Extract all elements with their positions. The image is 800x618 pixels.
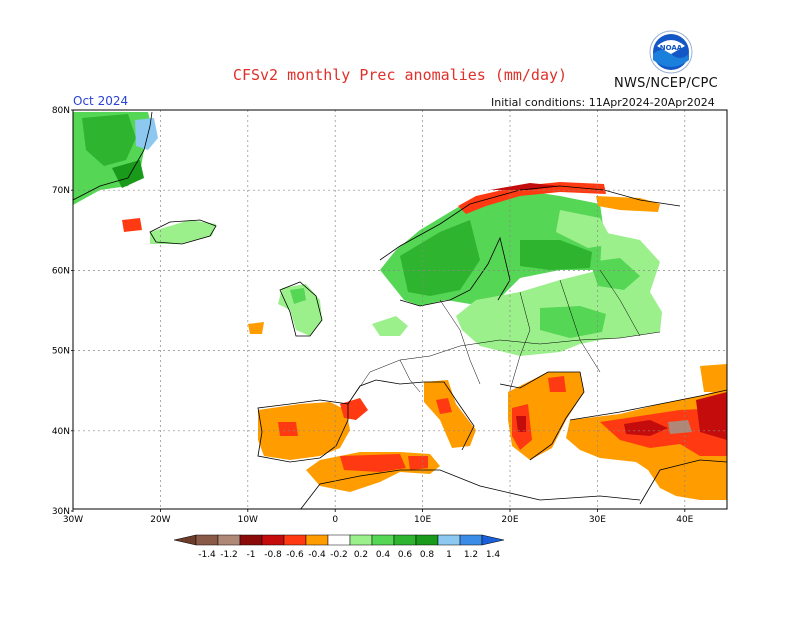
longitude-label: 30E	[589, 515, 606, 525]
initial-conditions-label: Initial conditions: 11Apr2024-20Apr2024	[491, 96, 715, 109]
colorbar-high-arrow	[481, 534, 505, 546]
colorbar-label: 1.2	[464, 550, 478, 560]
latitude-label: 70N	[52, 186, 70, 196]
british-isles-wet-anomaly	[248, 284, 322, 336]
colorbar-swatch	[349, 534, 373, 546]
colorbar-swatch	[283, 534, 307, 546]
iberia-dry-anomaly	[258, 398, 368, 460]
colorbar-swatch	[217, 534, 241, 546]
latitude-label: 30N	[52, 507, 70, 517]
colorbar-label: -0.6	[286, 550, 304, 560]
longitude-label: 20W	[150, 515, 170, 525]
longitude-label: 20E	[501, 515, 518, 525]
colorbar-label: -1.2	[220, 550, 238, 560]
colorbar-label: 1.4	[486, 550, 501, 560]
colorbar-swatch	[459, 534, 483, 546]
greenland-wet-anomaly	[73, 112, 158, 205]
colorbar-swatch	[327, 534, 351, 546]
latitude-label: 50N	[52, 347, 70, 357]
colorbar-label: 0.8	[420, 550, 435, 560]
colorbar-label: -0.4	[308, 550, 326, 560]
colorbar-label: -0.2	[330, 550, 348, 560]
lat-lon-gridlines	[73, 110, 727, 509]
colorbar-swatch	[415, 534, 439, 546]
logo-text: NOAA	[660, 44, 683, 52]
anomaly-fields	[73, 112, 727, 500]
country-borders	[347, 269, 661, 405]
longitude-label: 0	[332, 515, 338, 525]
latitude-label: 40N	[52, 427, 70, 437]
latitude-label: 80N	[52, 106, 70, 116]
longitude-label: 10E	[414, 515, 431, 525]
longitude-label: 30W	[63, 515, 83, 525]
colorbar-label: -1.4	[198, 550, 216, 560]
turkey-dry-anomaly	[566, 364, 727, 500]
colorbar-swatch	[305, 534, 329, 546]
longitude-label: 10W	[238, 515, 258, 525]
iceland-anomaly	[150, 220, 216, 244]
longitude-label: 40E	[676, 515, 693, 525]
colorbar-swatch	[239, 534, 263, 546]
noaa-logo: NOAA	[649, 30, 693, 78]
colorbar-low-arrow	[173, 534, 197, 546]
valid-month-label: Oct 2024	[73, 94, 129, 108]
iceland-dry-spot	[122, 218, 142, 232]
colorbar-swatch	[195, 534, 219, 546]
colorbar-label: 0.2	[354, 550, 368, 560]
colorbar-label: 1	[446, 550, 452, 560]
map-frame	[72, 109, 728, 510]
colorbar-label: -0.8	[264, 550, 282, 560]
colorbar-label: 0.4	[376, 550, 391, 560]
map-title: CFSv2 monthly Prec anomalies (mm/day)	[232, 66, 568, 84]
colorbar-label: -1	[247, 550, 256, 560]
latitude-label: 60N	[52, 266, 70, 276]
colorbar-label: 0.6	[398, 550, 413, 560]
scandinavia-wet-anomaly	[380, 190, 614, 306]
north-africa-dry-anomaly	[306, 452, 440, 492]
italy-dry-core	[436, 398, 452, 414]
balkans-dry-anomaly	[508, 372, 584, 460]
colorbar-swatch	[393, 534, 417, 546]
eastern-europe-wet-anomaly	[456, 232, 662, 356]
north-sea-wet-anomaly	[372, 316, 408, 336]
colorbar-swatch	[437, 534, 461, 546]
organization-label: NWS/NCEP/CPC	[614, 76, 719, 91]
colorbar-swatch	[261, 534, 285, 546]
colorbar-legend: -1.4 -1.2 -1 -0.8 -0.6 -0.4 -0.2 0.2 0.4 0.6 0.8 1 1…	[173, 534, 505, 560]
colorbar-swatch	[371, 534, 395, 546]
